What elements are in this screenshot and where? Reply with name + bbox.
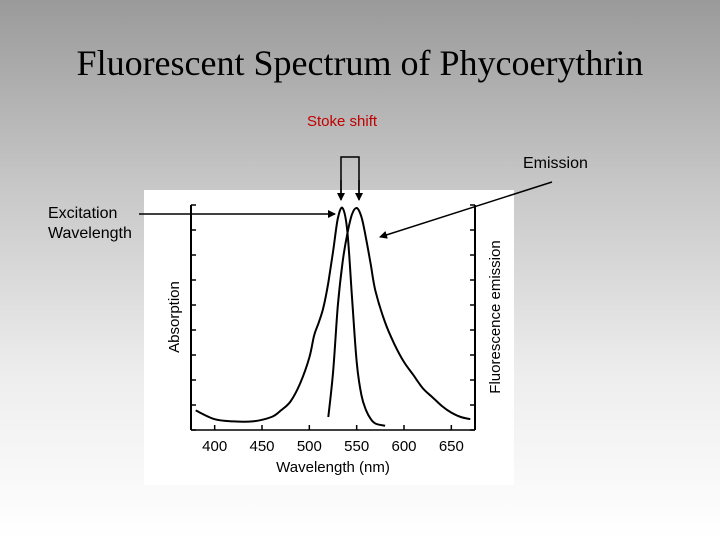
x-tick-label: 450: [249, 438, 274, 455]
x-tick-label: 600: [391, 438, 416, 455]
excitation-label: Excitation Wavelength: [48, 204, 132, 244]
y-axis-label-absorption: Absorption: [166, 281, 183, 353]
plot-area: 400 450 500 550 600 650 Wavelength (nm) Absorpt…: [166, 204, 504, 476]
annotation-layer: [139, 156, 553, 239]
x-tick-label: 500: [297, 438, 322, 455]
absorption-curve: [195, 206, 386, 427]
emission-label: Emission: [523, 155, 588, 172]
x-tick-label: 550: [344, 438, 369, 455]
emission-curve: [327, 206, 471, 421]
x-tick-label: 650: [439, 438, 464, 455]
y-axis-label-emission: Fluorescence emission: [487, 240, 504, 393]
x-axis-label: Wavelength (nm): [276, 459, 390, 476]
plot-background: [144, 190, 514, 485]
x-tick-label: 400: [202, 438, 227, 455]
excitation-label-line1: Excitation: [48, 205, 118, 222]
excitation-label-line2: Wavelength: [48, 225, 132, 242]
stoke-shift-bracket: [340, 156, 360, 196]
slide-title: Fluorescent Spectrum of Phycoerythrin: [76, 43, 644, 83]
stoke-shift-label: Stoke shift: [307, 113, 378, 130]
emission-arrow: [379, 181, 553, 239]
